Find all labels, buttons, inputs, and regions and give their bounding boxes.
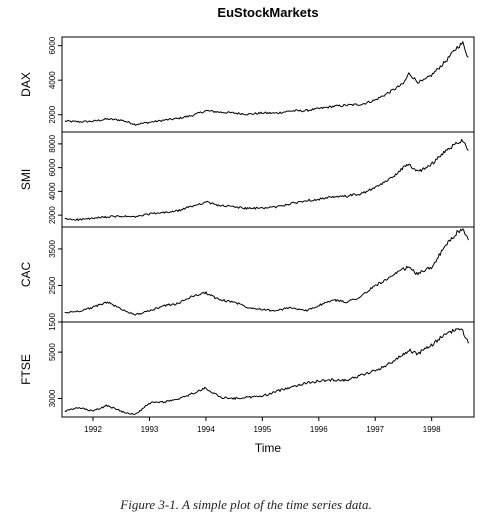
y-tick-label: 1500 bbox=[48, 313, 57, 331]
chart-title: EuStockMarkets bbox=[217, 5, 318, 20]
panel-cac: 1500 2500 3500 CAC bbox=[19, 226, 475, 331]
x-tick-label: 1992 bbox=[84, 425, 102, 434]
y-tick-label: 3000 bbox=[48, 389, 57, 407]
y-tick-label: 3500 bbox=[48, 239, 57, 257]
series-line-ftse bbox=[64, 328, 469, 415]
x-tick-label: 1993 bbox=[141, 425, 159, 434]
series-line-dax bbox=[64, 41, 469, 126]
panel-frame bbox=[61, 321, 475, 418]
panel-frame bbox=[61, 131, 475, 228]
panels-layer: 2000 4000 6000 DAX 2000 4000 6000 8000 SMI 1500 25… bbox=[19, 36, 475, 418]
y-tick-label: 5000 bbox=[48, 343, 57, 361]
x-tick-label: 1994 bbox=[197, 425, 215, 434]
x-tick-label: 1998 bbox=[423, 425, 441, 434]
y-tick-label: 2000 bbox=[48, 105, 57, 123]
y-tick-label: 6000 bbox=[48, 158, 57, 176]
x-axis: 1992 1993 1994 1995 1996 1997 1998 bbox=[84, 417, 441, 434]
panel-frame bbox=[61, 226, 475, 323]
panel-ftse: 3000 5000 FTSE bbox=[19, 321, 475, 418]
x-tick-label: 1997 bbox=[366, 425, 384, 434]
y-tick-label: 4000 bbox=[48, 182, 57, 200]
series-line-smi bbox=[64, 139, 469, 221]
series-line-cac bbox=[64, 228, 469, 316]
y-tick-label: 4000 bbox=[48, 71, 57, 89]
x-tick-label: 1995 bbox=[253, 425, 271, 434]
y-tick-label: 2500 bbox=[48, 276, 57, 294]
panel-smi: 2000 4000 6000 8000 SMI bbox=[19, 131, 475, 228]
panel-dax: 2000 4000 6000 DAX bbox=[19, 36, 475, 133]
x-tick-label: 1996 bbox=[310, 425, 328, 434]
y-tick-label: 2000 bbox=[48, 206, 57, 224]
y-tick-label: 6000 bbox=[48, 36, 57, 54]
y-tick-label: 8000 bbox=[48, 134, 57, 152]
panel-label-smi: SMI bbox=[19, 169, 33, 190]
panel-frame bbox=[61, 36, 475, 133]
chart-svg: EuStockMarkets 2000 4000 6000 DAX 2000 4000 60… bbox=[19, 5, 475, 455]
panel-label-dax: DAX bbox=[19, 72, 33, 97]
chart-figure: EuStockMarkets 2000 4000 6000 DAX 2000 4000 60… bbox=[19, 5, 475, 455]
figure-caption: Figure 3-1. A simple plot of the time se… bbox=[120, 497, 372, 512]
x-axis-label: Time bbox=[255, 441, 282, 455]
panel-label-ftse: FTSE bbox=[19, 354, 33, 385]
panel-label-cac: CAC bbox=[19, 262, 33, 288]
